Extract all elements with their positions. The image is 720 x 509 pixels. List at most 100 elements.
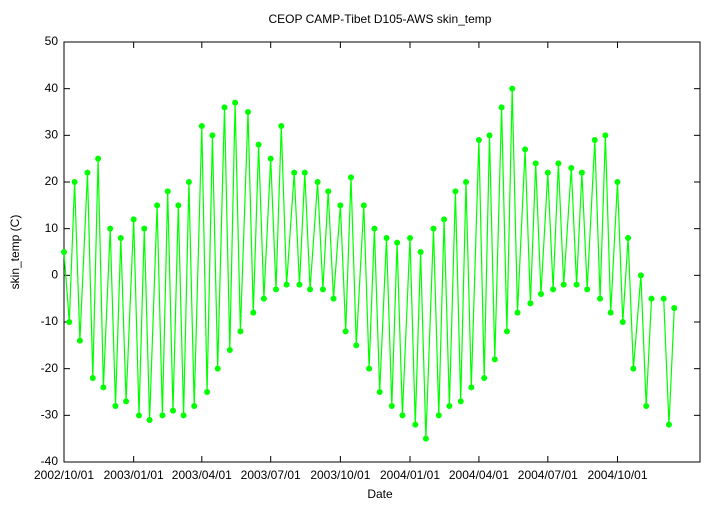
data-point (457, 398, 464, 405)
data-point (630, 365, 637, 372)
data-point (146, 417, 153, 423)
data-point (614, 179, 621, 185)
data-point (538, 291, 544, 297)
plot-frame (63, 41, 701, 463)
data-point (560, 281, 567, 288)
data-point (107, 225, 114, 232)
data-point (407, 235, 414, 241)
data-point (61, 249, 67, 255)
chart-title: CEOP CAMP-Tibet D105-AWS skin_temp (269, 12, 492, 26)
data-point (117, 235, 124, 241)
x-tick-label: 2003/04/01 (172, 468, 232, 482)
y-tick-label: 0 (51, 268, 58, 282)
y-tick-label: -10 (41, 314, 59, 328)
data-point (388, 403, 395, 409)
data-point (191, 403, 198, 409)
data-point (278, 123, 285, 129)
data-point (435, 412, 442, 419)
data-point (170, 407, 177, 414)
data-point (412, 421, 419, 428)
data-point (353, 342, 360, 349)
data-point (76, 337, 83, 344)
data-point (283, 281, 290, 288)
data-point (154, 202, 161, 209)
data-point (602, 132, 609, 139)
data-point (637, 272, 644, 279)
data-point (452, 188, 459, 195)
data-point (463, 179, 470, 185)
data-point (255, 141, 262, 148)
data-point (671, 305, 678, 311)
data-point (130, 216, 137, 223)
data-point (175, 202, 182, 209)
data-point (123, 398, 130, 405)
data-point (527, 300, 534, 307)
data-point (347, 174, 354, 181)
data-point (544, 169, 551, 176)
data-point (112, 403, 119, 409)
data-point (232, 99, 239, 106)
y-tick-label: 20 (45, 174, 59, 188)
data-point (319, 286, 326, 293)
x-axis-label: Date (367, 487, 393, 501)
data-point (371, 225, 378, 232)
data-point (399, 412, 406, 419)
data-point (619, 319, 626, 325)
data-point (475, 137, 482, 143)
data-point (89, 375, 96, 381)
data-point (260, 295, 267, 302)
data-point (307, 286, 314, 293)
y-tick-label: 50 (45, 34, 59, 48)
data-point (532, 160, 539, 167)
x-tick-label: 2003/10/01 (310, 468, 370, 482)
data-point (383, 235, 390, 241)
data-point (394, 239, 401, 246)
data-point (498, 104, 505, 111)
x-tick-label: 2004/10/01 (587, 468, 647, 482)
data-point (660, 295, 667, 302)
data-point (71, 179, 78, 185)
data-point (66, 319, 73, 325)
data-point (141, 225, 148, 232)
data-point (514, 309, 521, 316)
data-point (555, 160, 562, 167)
data-point (337, 202, 344, 209)
data-point (584, 286, 591, 293)
x-tick-label: 2003/01/01 (104, 468, 164, 482)
data-point (209, 132, 216, 139)
data-point (214, 365, 221, 372)
data-point (159, 412, 166, 419)
y-tick-label: -40 (41, 454, 59, 468)
data-point (430, 225, 437, 232)
data-point (237, 328, 244, 335)
data-point (625, 235, 632, 241)
data-point (446, 403, 453, 409)
x-tick-label: 2004/01/01 (380, 468, 440, 482)
data-point (244, 109, 251, 115)
data-point (221, 104, 228, 111)
x-tick-label: 2002/10/01 (34, 468, 94, 482)
data-point (95, 155, 102, 162)
y-tick-label: -30 (41, 408, 59, 422)
data-point (185, 179, 192, 185)
x-tick-label: 2004/04/01 (449, 468, 509, 482)
data-point (84, 169, 91, 176)
data-point (468, 384, 475, 391)
data-point (665, 421, 672, 428)
data-point (481, 375, 488, 381)
data-point (250, 309, 257, 316)
data-point (643, 403, 650, 409)
data-point (314, 179, 321, 185)
y-tick-label: 10 (45, 221, 59, 235)
data-point (573, 281, 580, 288)
x-tick-label: 2003/07/01 (241, 468, 301, 482)
data-point (164, 188, 171, 195)
data-point (342, 328, 349, 335)
data-point (568, 165, 575, 171)
data-point (550, 286, 557, 293)
data-point (360, 202, 367, 209)
y-axis-label: skin_temp (C) (8, 215, 22, 290)
data-point (198, 123, 205, 129)
data-point (325, 188, 332, 195)
